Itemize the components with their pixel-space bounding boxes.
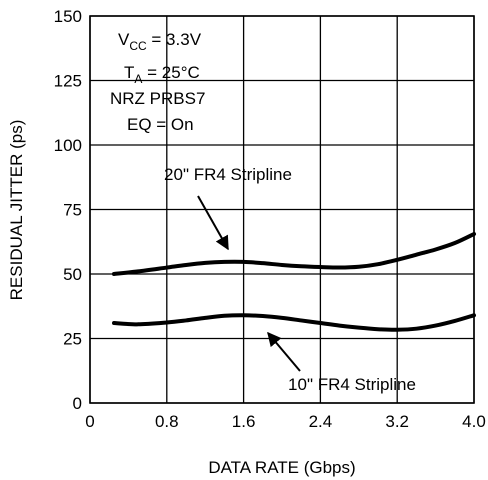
y-axis-title: RESIDUAL JITTER (ps) [7,120,26,301]
series-line-1 [112,313,476,332]
x-tick-label: 0 [85,412,94,431]
vcc-condition: VCC = 3.3V [118,30,202,53]
x-tick-label: 3.2 [385,412,409,431]
conditions-box: VCC = 3.3V TA = 25°C NRZ PRBS7 EQ = On [110,30,205,134]
x-axis-title: DATA RATE (Gbps) [208,458,355,477]
chart-annotations: 20" FR4 Stripline 10" FR4 Stripline [164,165,416,394]
pattern-condition: NRZ PRBS7 [110,89,205,108]
annotation-10in-label: 10" FR4 Stripline [288,375,416,394]
annotation-10in-arrow [267,331,301,372]
eq-condition: EQ = On [127,115,194,134]
chart-grid [89,15,475,404]
ta-condition: TA = 25°C [124,63,200,86]
y-tick-label: 75 [63,201,82,220]
x-tick-label: 2.4 [309,412,333,431]
y-tick-label: 150 [54,7,82,26]
series-line-0 [112,232,476,276]
y-tick-label: 50 [63,265,82,284]
x-tick-label: 1.6 [232,412,256,431]
x-tick-label: 4.0 [462,412,486,431]
chart-tick-labels: 0 25 50 75 100 125 150 0 0.8 1.6 2.4 3.2 4.0 [54,7,486,431]
plot-frame [89,15,475,404]
chart-series [112,232,476,332]
annotation-20in-label: 20" FR4 Stripline [164,165,292,184]
y-tick-label: 0 [73,394,82,413]
x-tick-label: 0.8 [155,412,179,431]
y-tick-label: 100 [54,136,82,155]
y-tick-label: 25 [63,330,82,349]
y-tick-label: 125 [54,72,82,91]
annotation-20in-arrow [197,195,229,251]
